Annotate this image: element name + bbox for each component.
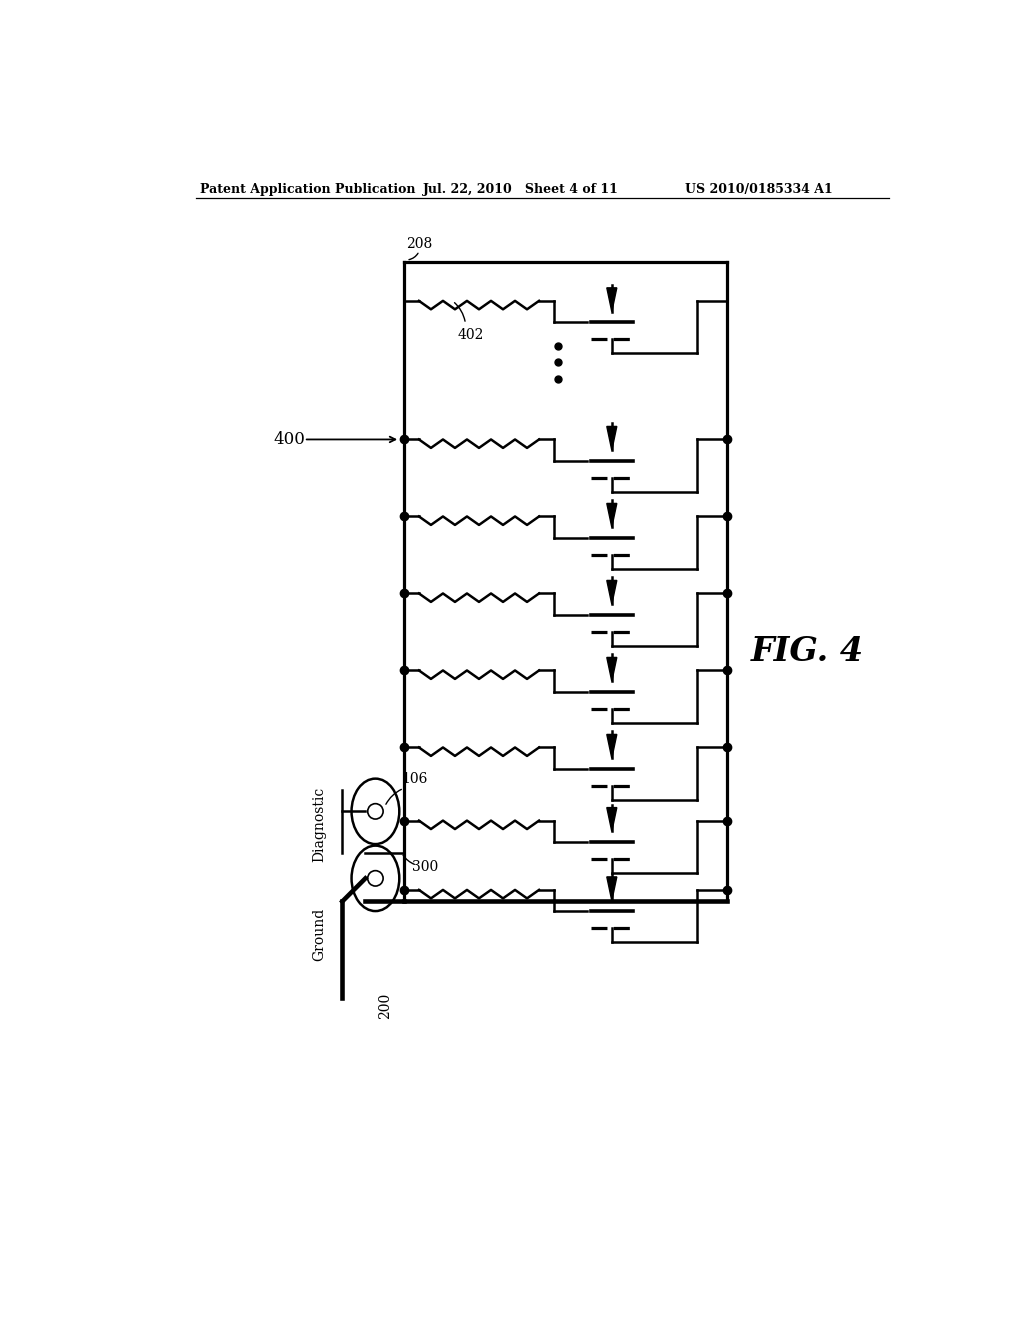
Polygon shape	[607, 734, 616, 758]
Polygon shape	[607, 288, 616, 312]
Polygon shape	[607, 657, 616, 681]
Text: 300: 300	[412, 859, 438, 874]
Text: 402: 402	[458, 327, 484, 342]
Text: FIG. 4: FIG. 4	[751, 635, 863, 668]
Text: Patent Application Publication: Patent Application Publication	[200, 183, 416, 197]
Polygon shape	[607, 503, 616, 527]
Text: Ground: Ground	[312, 908, 327, 961]
Polygon shape	[607, 426, 616, 450]
Text: 106: 106	[401, 772, 428, 785]
Text: 208: 208	[407, 236, 432, 251]
Text: Diagnostic: Diagnostic	[312, 787, 327, 862]
Text: US 2010/0185334 A1: US 2010/0185334 A1	[685, 183, 833, 197]
Text: 400: 400	[273, 430, 305, 447]
Polygon shape	[607, 581, 616, 605]
Text: Jul. 22, 2010   Sheet 4 of 11: Jul. 22, 2010 Sheet 4 of 11	[423, 183, 620, 197]
Text: 200: 200	[378, 993, 391, 1019]
Polygon shape	[607, 808, 616, 832]
Polygon shape	[607, 876, 616, 900]
